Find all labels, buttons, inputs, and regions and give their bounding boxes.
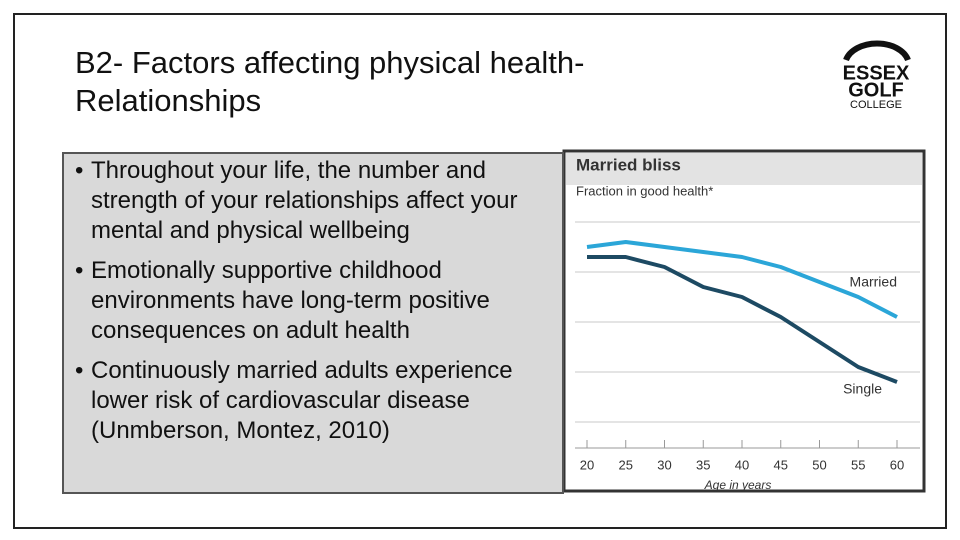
x-axis-label: Age in years [704,478,772,492]
x-tick-label: 30 [657,457,671,472]
x-tick-label: 20 [580,457,594,472]
chart-subtitle: Fraction in good health* [576,183,713,198]
slide-title: B2- Factors affecting physical health- R… [75,44,584,120]
series-line [586,240,898,319]
chart-frame [562,149,926,493]
chart-header-band [566,153,922,185]
x-tick-label: 55 [851,457,865,472]
bullet: Throughout your life, the number and str… [75,156,555,246]
series-label: Single [843,381,882,397]
series-label: Married [850,274,897,290]
x-tick-label: 25 [619,457,633,472]
bullet: Emotionally supportive childhood environ… [75,256,555,346]
x-tick-label: 40 [735,457,749,472]
bullet-list: Throughout your life, the number and str… [75,156,555,456]
title-line: Relationships [75,83,262,118]
chart: Married bliss Fraction in good health* A… [562,149,926,493]
logo-text: COLLEGE [850,99,902,111]
series-line [587,255,898,384]
logo-arc [843,40,911,62]
x-tick-label: 35 [696,457,710,472]
bullet: Continuously married adults experience l… [75,356,555,446]
chart-title: Married bliss [576,155,681,174]
x-tick-label: 60 [890,457,904,472]
logo-text: GOLF [848,79,904,101]
x-tick-label: 45 [774,457,788,472]
logo-text: ESSEX [843,62,910,84]
title-line: B2- Factors affecting physical health- [75,45,585,80]
slide-frame [13,13,947,529]
x-tick-label: 50 [812,457,826,472]
